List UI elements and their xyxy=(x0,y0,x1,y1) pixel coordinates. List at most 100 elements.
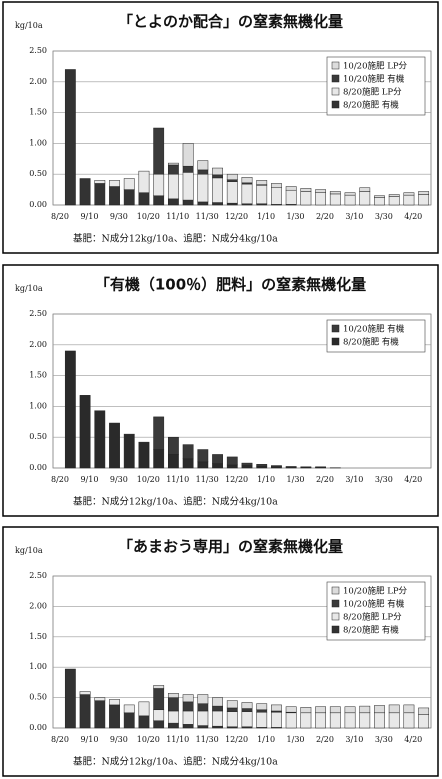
bar-segment xyxy=(167,164,179,175)
bar-segment xyxy=(212,177,223,203)
bar-segment xyxy=(212,697,223,707)
bar-segment xyxy=(344,192,356,196)
bar-segment xyxy=(300,191,312,206)
note: 基肥：N成分12kg/10a、追肥：N成分4kg/10a xyxy=(73,756,278,768)
x-tick-label: 10/20 xyxy=(137,735,160,744)
bar-segment xyxy=(212,174,223,179)
bar-segment xyxy=(359,712,371,729)
legend-box xyxy=(326,56,426,116)
y-tick-label: 0.50 xyxy=(29,693,47,702)
bar-segment xyxy=(182,172,194,201)
bar-segment xyxy=(109,186,120,206)
bar-segment xyxy=(138,441,150,469)
bar-segment xyxy=(64,668,76,729)
bar-segment xyxy=(315,712,327,729)
bar-segment xyxy=(153,127,165,175)
bar-segment xyxy=(123,704,135,714)
x-tick-label: 8/20 xyxy=(51,735,69,744)
y-tick-label: 2.00 xyxy=(29,77,47,86)
chart-title: 「とよのか配合」の窒素無機化量 xyxy=(118,13,343,31)
bar-segment xyxy=(197,461,209,469)
bar-segment xyxy=(374,705,385,714)
x-tick-label: 1/10 xyxy=(257,475,275,484)
x-tick-label: 1/30 xyxy=(287,475,305,484)
y-tick-label: 2.50 xyxy=(29,46,47,55)
x-tick-label: 9/30 xyxy=(110,212,128,221)
bar-segment xyxy=(403,704,415,714)
bar-segment xyxy=(212,454,223,464)
legend-swatch xyxy=(331,599,340,608)
legend-swatch xyxy=(331,625,340,634)
bar-segment xyxy=(300,707,312,714)
bar-segment xyxy=(256,464,268,467)
y-tick-label: 0.50 xyxy=(29,432,47,441)
bar-segment xyxy=(79,694,91,729)
bar-segment xyxy=(197,173,209,203)
legend-box xyxy=(326,581,426,641)
bar-segment xyxy=(285,712,297,729)
x-tick-label: 1/10 xyxy=(257,735,275,744)
legend-label: 8/20施肥 有機 xyxy=(343,625,399,636)
bar-segment xyxy=(329,191,341,195)
bar-segment xyxy=(212,463,223,469)
y-tick-label: 0.50 xyxy=(29,169,47,178)
x-tick-label: 11/10 xyxy=(166,475,189,484)
x-tick-label: 9/30 xyxy=(110,735,128,744)
x-tick-label: 12/20 xyxy=(225,212,248,221)
bar-segment xyxy=(94,700,106,729)
bar-segment xyxy=(182,199,194,206)
x-tick-label: 1/30 xyxy=(287,735,305,744)
bar-segment xyxy=(226,179,238,182)
y-tick-label: 2.50 xyxy=(29,309,47,318)
bar-segment xyxy=(123,189,135,206)
bar-segment xyxy=(226,464,238,469)
bar-segment xyxy=(256,180,268,185)
bar-segment xyxy=(182,165,194,173)
y-axis-label: kg/10a xyxy=(15,284,43,293)
bar-segment xyxy=(109,422,120,469)
bar-segment xyxy=(138,192,150,206)
bar-segment xyxy=(167,162,179,166)
x-tick-label: 8/20 xyxy=(51,475,69,484)
y-tick-label: 2.00 xyxy=(29,340,47,349)
bar-segment xyxy=(153,720,165,729)
bar-segment xyxy=(300,466,312,468)
x-tick-label: 2/20 xyxy=(316,212,334,221)
bar-segment xyxy=(329,706,341,714)
bar-segment xyxy=(138,701,150,717)
bar-segment xyxy=(388,704,400,714)
bar-segment xyxy=(167,454,179,469)
note: 基肥：N成分12kg/10a、追肥：N成分4kg/10a xyxy=(73,496,278,508)
x-tick-label: 9/10 xyxy=(80,735,98,744)
bar-segment xyxy=(300,712,312,729)
bar-segment xyxy=(256,709,268,713)
bar-segment xyxy=(285,466,297,468)
x-tick-label: 3/10 xyxy=(345,212,363,221)
bar-segment xyxy=(403,712,415,729)
bar-segment xyxy=(182,701,194,712)
legend-swatch xyxy=(331,74,340,83)
legend-swatch xyxy=(331,324,340,333)
x-tick-label: 3/30 xyxy=(375,735,393,744)
legend-swatch xyxy=(331,612,340,621)
bar-segment xyxy=(285,189,297,205)
bar-segment xyxy=(226,456,238,466)
bar-segment xyxy=(315,706,327,714)
bar-segment xyxy=(418,714,430,729)
bar-segment xyxy=(123,433,135,469)
bar-segment xyxy=(182,724,194,729)
bar-segment xyxy=(182,143,194,167)
x-tick-label: 12/20 xyxy=(225,475,248,484)
bar-segment xyxy=(167,173,179,200)
bar-segment xyxy=(153,685,165,689)
x-tick-label: 9/30 xyxy=(110,475,128,484)
bar-segment xyxy=(271,465,282,468)
chart-title: 「有機（100％）肥料」の窒素無機化量 xyxy=(95,276,366,294)
bar-segment xyxy=(153,688,165,711)
legend-label: 8/20施肥 有機 xyxy=(343,100,399,111)
bar-segment xyxy=(359,191,371,206)
bar-segment xyxy=(94,183,106,206)
bar-segment xyxy=(226,181,238,204)
bar-segment xyxy=(182,444,194,460)
